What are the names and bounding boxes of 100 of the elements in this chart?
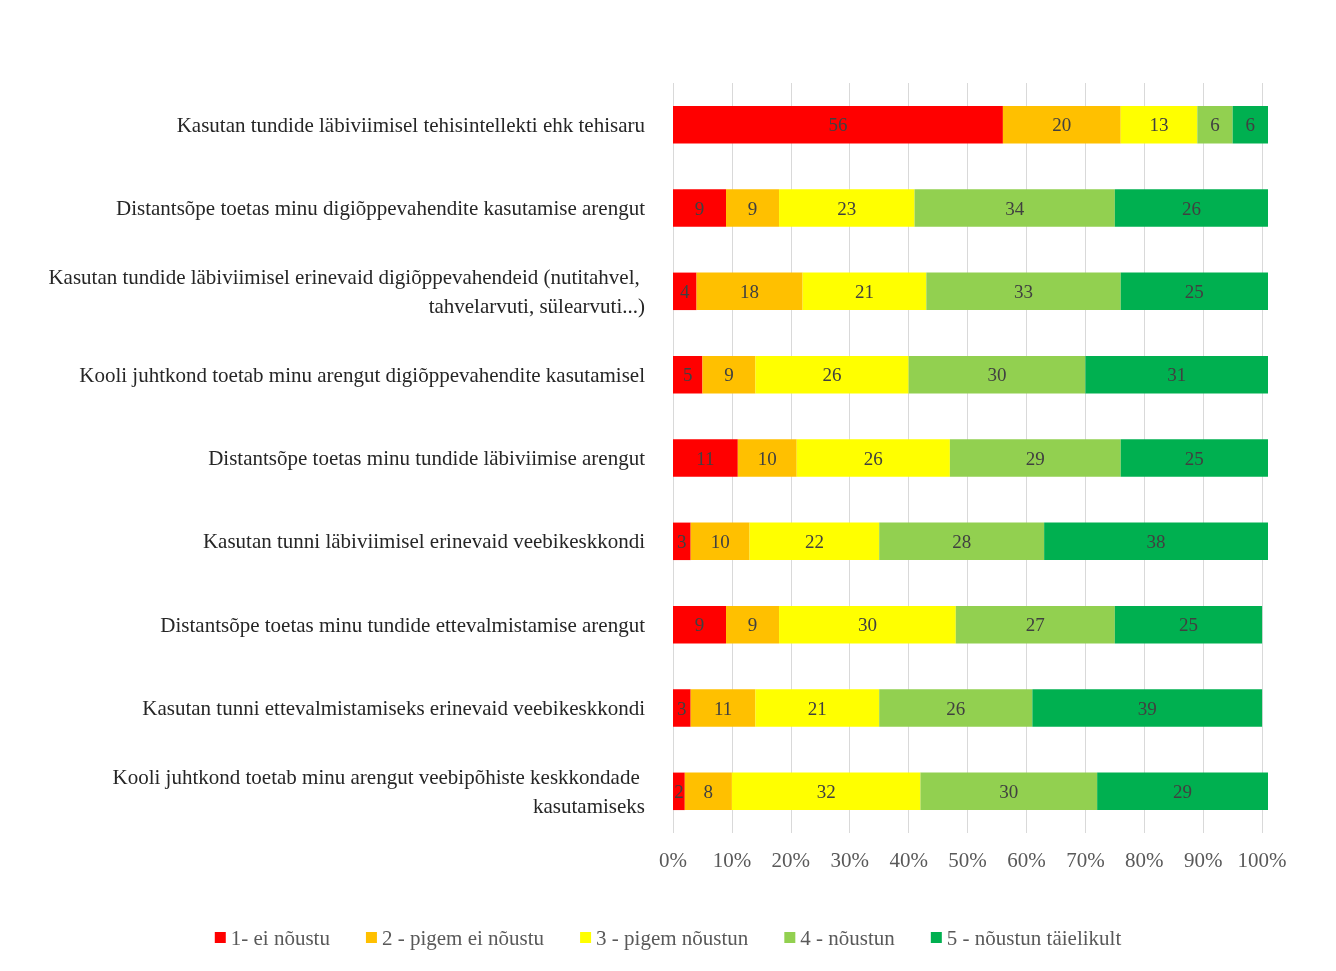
data-label: 3 <box>677 530 687 552</box>
data-label: 27 <box>1025 614 1045 636</box>
data-label: 32 <box>816 780 836 802</box>
x-tick-label: 100% <box>1237 847 1287 872</box>
y-tick-label: Kooli juhtkond toetab minu arengut digiõppevahendite kasutamisel <box>79 362 646 387</box>
bar <box>1002 105 1121 144</box>
bar <box>955 605 1115 644</box>
data-label: 23 <box>837 197 857 219</box>
bar <box>673 105 1003 144</box>
bar <box>726 605 780 644</box>
data-label: 9 <box>747 614 758 636</box>
data-label: 25 <box>1184 280 1204 302</box>
bar <box>1120 439 1268 477</box>
bar <box>908 355 1086 394</box>
x-tick-label: 50% <box>948 847 987 872</box>
bar <box>673 272 697 311</box>
bar <box>673 605 727 644</box>
data-label: 10 <box>710 530 730 552</box>
bar <box>1120 105 1198 144</box>
bar <box>755 689 880 727</box>
bar <box>684 772 732 811</box>
bar <box>779 189 915 227</box>
data-label: 21 <box>807 697 827 719</box>
x-tick-label: 70% <box>1066 847 1105 872</box>
bar <box>1044 522 1268 561</box>
bar <box>949 439 1121 477</box>
bar <box>673 689 691 727</box>
data-label: 30 <box>999 780 1019 802</box>
y-tick-label: Distantsõpe toetas minu tundide läbiviimise arengut <box>208 446 646 470</box>
legend-label: 4 - nõustun <box>800 925 896 950</box>
bar <box>1032 689 1263 727</box>
y-tick-label: Kasutan tunni ettevalmistamiseks erinevaid veebikeskkondi <box>142 696 646 720</box>
bar <box>1232 105 1268 144</box>
data-label: 29 <box>1025 447 1045 469</box>
data-label: 39 <box>1137 697 1157 719</box>
data-label: 26 <box>946 697 966 719</box>
data-label: 31 <box>1167 364 1187 386</box>
data-label: 21 <box>854 280 874 302</box>
data-label: 2 <box>674 780 684 802</box>
bar <box>1120 272 1268 311</box>
bar <box>1197 105 1233 144</box>
bar <box>737 439 797 477</box>
bar <box>926 272 1121 311</box>
data-label: 9 <box>694 614 705 636</box>
x-tick-label: 90% <box>1183 847 1223 872</box>
data-label: 56 <box>828 114 848 136</box>
bar <box>920 772 1098 811</box>
bar <box>1114 189 1268 227</box>
bar <box>1097 772 1268 811</box>
bar <box>802 272 927 311</box>
legend-label: 2 - pigem ei nõustu <box>381 925 545 950</box>
x-tick-label: 60% <box>1007 847 1046 872</box>
bar <box>673 439 738 477</box>
data-label: 9 <box>694 197 705 219</box>
bar <box>879 689 1033 727</box>
bar <box>914 189 1115 227</box>
data-label: 9 <box>724 364 734 386</box>
bar <box>702 355 756 394</box>
bar <box>726 189 780 227</box>
data-label: 29 <box>1173 780 1193 802</box>
data-label: 18 <box>740 280 760 302</box>
x-tick-label: 20% <box>771 847 811 872</box>
data-label: 4 <box>680 280 691 302</box>
x-tick-label: 10% <box>712 847 752 872</box>
y-tick-label: Distantsõpe toetas minu digiõppevahendite kasutamise arengut <box>116 196 646 220</box>
data-label: 33 <box>1014 280 1034 302</box>
bar <box>1114 605 1263 644</box>
data-label: 22 <box>804 530 824 552</box>
data-label: 5 <box>682 364 693 386</box>
data-label: 8 <box>703 780 714 802</box>
data-label: 9 <box>747 197 758 219</box>
bar <box>673 189 727 227</box>
data-label: 38 <box>1146 530 1166 552</box>
data-label: 3 <box>677 697 687 719</box>
x-tick-label: 40% <box>889 847 928 872</box>
data-label: 6 <box>1245 114 1256 136</box>
data-label: 11 <box>713 697 733 719</box>
bar <box>749 522 880 561</box>
data-label: 25 <box>1184 447 1204 469</box>
data-label: 25 <box>1178 614 1198 636</box>
data-label: 11 <box>696 447 715 469</box>
data-label: 10 <box>757 447 777 469</box>
bar <box>731 772 921 811</box>
bar <box>690 689 756 727</box>
x-tick-label: 80% <box>1125 847 1164 872</box>
data-label: 28 <box>952 530 972 552</box>
bar <box>879 522 1045 561</box>
data-label: 6 <box>1210 114 1220 136</box>
bar <box>673 522 691 561</box>
bar <box>755 355 909 394</box>
data-label: 20 <box>1052 114 1072 136</box>
data-label: 26 <box>822 364 842 386</box>
y-tick-label: Kooli juhtkond toetab minu arengut veebipõhiste keskkondade kasutamiseks <box>112 764 645 818</box>
bar <box>673 355 703 394</box>
y-tick-label: Kasutan tunni läbiviimisel erinevaid veebikeskkondi <box>202 529 646 554</box>
data-label: 26 <box>1181 197 1201 219</box>
legend-label: 5 - nõustun täielikult <box>946 925 1122 950</box>
bar <box>796 439 950 477</box>
data-label: 26 <box>863 447 883 469</box>
bar <box>779 605 956 644</box>
